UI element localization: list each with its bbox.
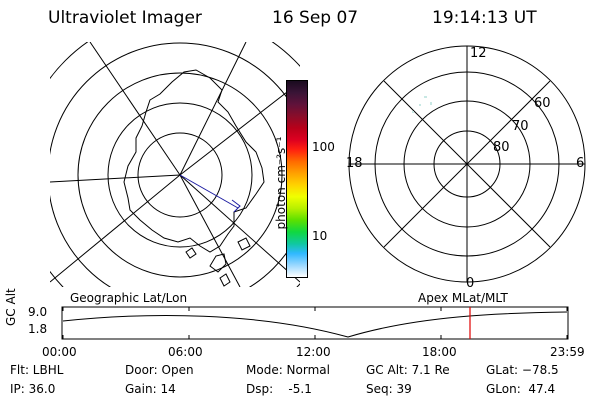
time-label: 19:14:13 UT — [432, 8, 537, 28]
glat-info: GLat: −78.5 — [486, 363, 559, 377]
polar-label-6: 6 — [576, 156, 585, 171]
meridian — [179, 81, 300, 176]
altitude-timeline-plot — [61, 306, 569, 340]
timeline-ylabel: GC Alt — [4, 288, 18, 326]
timeline-ytick-bottom: 1.8 — [28, 322, 48, 336]
polar-plot-label: Apex MLat/MLT — [418, 291, 508, 305]
peninsula-coastline — [209, 253, 227, 273]
altitude-curve — [62, 311, 568, 338]
polar-lat-label-70: 70 — [512, 119, 529, 134]
lat-circle — [137, 132, 223, 218]
colorbar-unit-label: photon cm⁻²s⁻¹ — [274, 136, 288, 230]
door-info: Door: Open — [125, 363, 194, 377]
timeline-xtick-1800: 18:00 — [422, 345, 457, 359]
polar-mlt-plot — [348, 45, 586, 283]
timeline-ytick-top: 9.0 — [28, 305, 48, 319]
satellite-direction-line — [179, 174, 239, 209]
filter-info: Flt: LBHL — [10, 363, 64, 377]
colorbar-tick-100: 100 — [312, 140, 335, 154]
gc-alt-info: GC Alt: 7.1 Re — [366, 363, 450, 377]
meridian — [179, 174, 300, 283]
date-label: 16 Sep 07 — [272, 8, 359, 28]
instrument-title: Ultraviolet Imager — [48, 8, 202, 28]
lat-circle — [77, 72, 283, 278]
lat-circle — [50, 42, 300, 287]
lat-circle — [50, 42, 300, 287]
geographic-map — [50, 42, 300, 287]
seq-info: Seq: 39 — [366, 382, 412, 396]
colorbar-tick-10: 10 — [312, 229, 328, 243]
timeline-xtick-0600: 06:00 — [168, 345, 203, 359]
geographic-map-label: Geographic Lat/Lon — [70, 291, 188, 305]
meridian — [50, 174, 181, 283]
timeline-frame — [61, 306, 569, 340]
lat-circle — [107, 102, 253, 248]
satellite-footprint-marker — [231, 199, 241, 213]
aurora-speckles — [412, 96, 432, 113]
island-coastline — [237, 237, 251, 251]
gain-info: Gain: 14 — [125, 382, 176, 396]
timeline-xtick-1200: 12:00 — [296, 345, 331, 359]
polar-lat-label-80: 80 — [493, 140, 510, 155]
antarctica-coastline — [123, 69, 265, 253]
polar-label-0: 0 — [466, 276, 475, 291]
island-coastline — [185, 247, 197, 259]
polar-lat-label-60: 60 — [534, 96, 551, 111]
meridian — [50, 174, 181, 183]
polar-label-18: 18 — [346, 156, 363, 171]
island-coastline — [219, 273, 231, 287]
mode-info: Mode: Normal — [246, 363, 330, 377]
glon-info: GLon: 47.4 — [486, 382, 556, 396]
polar-label-12: 12 — [470, 46, 487, 61]
colorbar — [286, 80, 308, 278]
timeline-xtick-2359: 23:59 — [550, 345, 585, 359]
meridian — [179, 174, 241, 287]
polar-diagonal-line — [383, 80, 551, 248]
meridian — [89, 42, 181, 176]
meridian — [179, 42, 247, 176]
dsp-info: Dsp: -5.1 — [246, 382, 312, 396]
lat-circle — [50, 42, 300, 287]
timeline-xtick-0000: 00:00 — [42, 345, 77, 359]
ip-info: IP: 36.0 — [10, 382, 56, 396]
